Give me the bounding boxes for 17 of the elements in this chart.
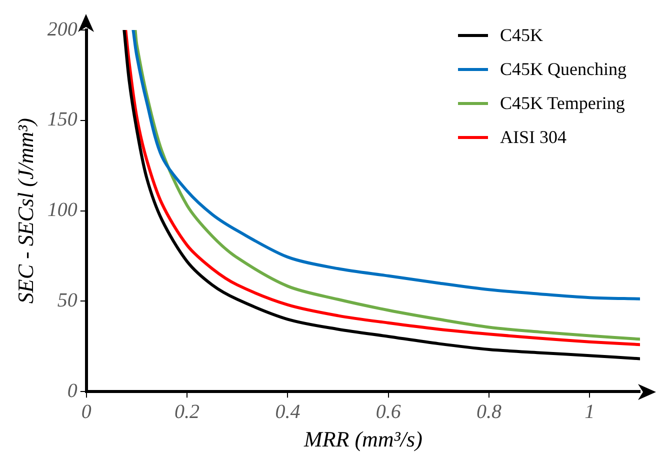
y-tick-label: 0: [67, 380, 78, 402]
y-tick-label: 150: [47, 108, 78, 131]
x-axis-title: MRR (mm³/s): [302, 426, 422, 452]
x-tick-label: 0.2: [174, 400, 200, 423]
legend-label: C45K Tempering: [500, 92, 625, 114]
legend-label: C45K Quenching: [500, 58, 626, 80]
x-tick-label: 0.8: [476, 400, 502, 423]
x-tick-label: 0: [81, 400, 92, 423]
x-tick-label: 1: [584, 400, 595, 423]
legend-label: AISI 304: [500, 126, 566, 148]
y-axis-title: SEC - SECsl (J/mm³): [12, 118, 38, 304]
x-tick-label: 0.4: [275, 400, 300, 423]
legend-label: C45K: [500, 24, 544, 46]
y-tick-label: 200: [47, 18, 78, 40]
y-tick-label: 100: [47, 199, 78, 222]
y-tick-label: 50: [57, 289, 78, 312]
x-tick-label: 0.6: [376, 400, 401, 423]
